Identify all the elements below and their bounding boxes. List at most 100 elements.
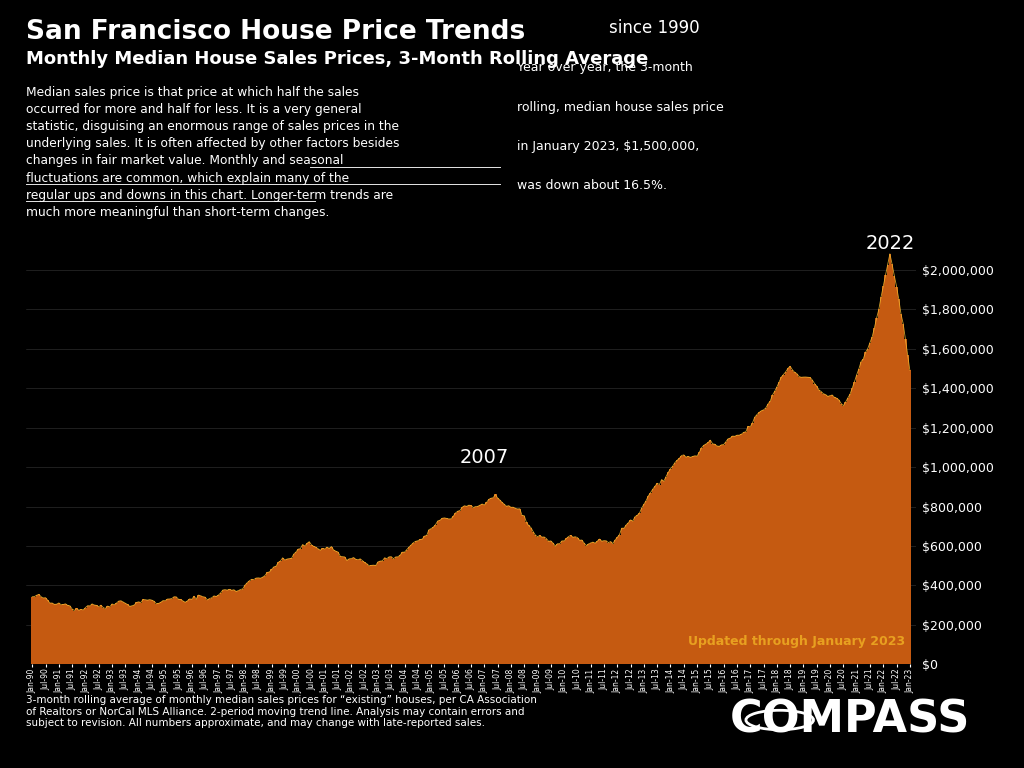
Bar (139, 603, 142, 664)
Bar (485, 502, 487, 664)
Text: 2022: 2022 (865, 234, 914, 253)
Bar (368, 566, 371, 664)
Bar (53, 604, 55, 664)
Bar (230, 591, 232, 664)
Bar (472, 508, 474, 664)
Bar (609, 541, 611, 664)
Bar (479, 505, 481, 664)
Bar (51, 603, 53, 664)
Bar (423, 536, 426, 664)
Bar (106, 606, 109, 664)
Bar (217, 595, 219, 664)
Bar (514, 508, 516, 664)
Bar (288, 558, 291, 664)
Bar (49, 603, 51, 664)
Text: San Francisco House Price Trends: San Francisco House Price Trends (26, 19, 525, 45)
Bar (537, 537, 539, 664)
Bar (47, 601, 49, 664)
Bar (563, 541, 565, 664)
Bar (76, 608, 78, 664)
Bar (354, 559, 357, 664)
Bar (674, 462, 676, 664)
Text: in January 2023, $1,500,000,: in January 2023, $1,500,000, (517, 140, 699, 153)
Bar (182, 601, 184, 664)
Bar (685, 457, 687, 664)
Bar (253, 580, 255, 664)
Bar (598, 539, 601, 664)
Bar (790, 366, 792, 664)
Bar (346, 561, 348, 664)
Bar (352, 558, 354, 664)
Bar (166, 599, 169, 664)
Bar (902, 323, 904, 664)
Bar (399, 555, 401, 664)
Bar (803, 377, 805, 664)
Bar (742, 432, 744, 664)
Bar (104, 608, 106, 664)
Bar (173, 597, 175, 664)
Bar (403, 552, 406, 664)
Bar (236, 591, 238, 664)
Bar (525, 522, 527, 664)
Bar (278, 562, 280, 664)
Bar (481, 504, 483, 664)
Bar (900, 314, 902, 664)
Bar (160, 602, 162, 664)
Bar (681, 455, 683, 664)
Bar (89, 606, 91, 664)
Text: regular ups and downs in this chart. Longer-term trends are: regular ups and downs in this chart. Lon… (26, 189, 393, 202)
Bar (621, 528, 623, 664)
Bar (169, 599, 171, 664)
Bar (126, 604, 129, 664)
Bar (842, 406, 845, 664)
Bar (67, 605, 69, 664)
Bar (895, 286, 898, 664)
Bar (868, 343, 871, 664)
Bar (658, 485, 660, 664)
Bar (118, 601, 120, 664)
Bar (744, 432, 746, 664)
Bar (849, 394, 851, 664)
Bar (306, 543, 308, 664)
Bar (634, 517, 636, 664)
Bar (649, 493, 651, 664)
Bar (222, 590, 224, 664)
Bar (261, 577, 264, 664)
Bar (158, 604, 160, 664)
Bar (251, 579, 253, 664)
Bar (270, 569, 272, 664)
Bar (594, 543, 596, 664)
Bar (333, 550, 335, 664)
Bar (754, 417, 756, 664)
Bar (503, 505, 506, 664)
Bar (87, 606, 89, 664)
Text: changes in fair market value. Monthly and seasonal: changes in fair market value. Monthly an… (26, 154, 343, 167)
Bar (623, 528, 625, 664)
Text: Year over year, the 3-month: Year over year, the 3-month (517, 61, 693, 74)
Bar (319, 550, 322, 664)
Bar (834, 397, 836, 664)
Bar (853, 382, 855, 664)
Bar (384, 558, 386, 664)
Bar (200, 596, 202, 664)
Bar (698, 452, 700, 664)
Bar (826, 396, 829, 664)
Bar (113, 604, 116, 664)
Bar (668, 472, 670, 664)
Bar (665, 476, 668, 664)
Bar (304, 546, 306, 664)
Bar (908, 370, 911, 664)
Text: underlying sales. It is often affected by other factors besides: underlying sales. It is often affected b… (26, 137, 399, 151)
Bar (274, 566, 278, 664)
Bar (224, 590, 226, 664)
Bar (845, 402, 847, 664)
Bar (388, 557, 390, 664)
Bar (720, 445, 723, 664)
Bar (596, 541, 598, 664)
Bar (295, 552, 297, 664)
Bar (82, 610, 84, 664)
Bar (796, 373, 798, 664)
Bar (765, 408, 767, 664)
Bar (574, 537, 577, 664)
Bar (887, 265, 889, 664)
